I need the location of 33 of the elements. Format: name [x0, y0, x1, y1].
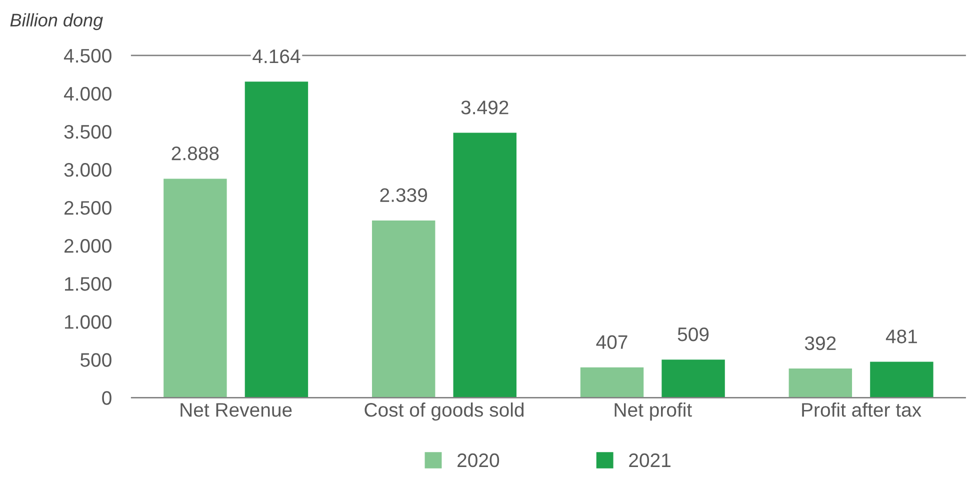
y-tick-label: 4.500: [64, 48, 112, 63]
data-label: 3.492: [461, 100, 508, 114]
y-tick-label: 500: [80, 353, 112, 367]
data-label: 509: [678, 327, 709, 342]
data-label: 392: [804, 336, 836, 350]
y-tick-label: 3.000: [64, 162, 112, 177]
data-label: 2.888: [172, 146, 219, 160]
bar: [787, 367, 854, 398]
y-tick-label: 0: [102, 391, 112, 405]
bar: [370, 219, 437, 398]
bar: [579, 366, 645, 398]
bar: [452, 131, 518, 398]
x-tick-label: Net profit: [614, 402, 692, 421]
bar: [162, 177, 228, 398]
bar: [868, 360, 935, 398]
bar: [660, 358, 726, 398]
y-tick-label: 1.000: [65, 315, 112, 329]
legend-label: 2020: [458, 453, 500, 468]
y-tick-label: 4.000: [64, 86, 112, 101]
x-tick-label: Cost of goods sold: [364, 402, 524, 421]
y-tick-label: 2.500: [64, 200, 112, 215]
data-label: 2.339: [380, 188, 428, 202]
y-tick-label: 1.500: [65, 277, 112, 291]
y-tick-label: 3.500: [64, 124, 112, 139]
x-tick-label: Profit after tax: [802, 402, 922, 417]
data-label: 481: [886, 330, 917, 344]
bar: [243, 80, 310, 398]
data-label: 4.164: [252, 49, 300, 64]
x-tick-label: Net Revenue: [180, 403, 292, 417]
legend-label: 2021: [629, 453, 670, 468]
data-label: 407: [596, 335, 628, 349]
y-tick-label: 2.000: [64, 239, 112, 253]
y-axis-title: Billion dong: [10, 13, 103, 30]
